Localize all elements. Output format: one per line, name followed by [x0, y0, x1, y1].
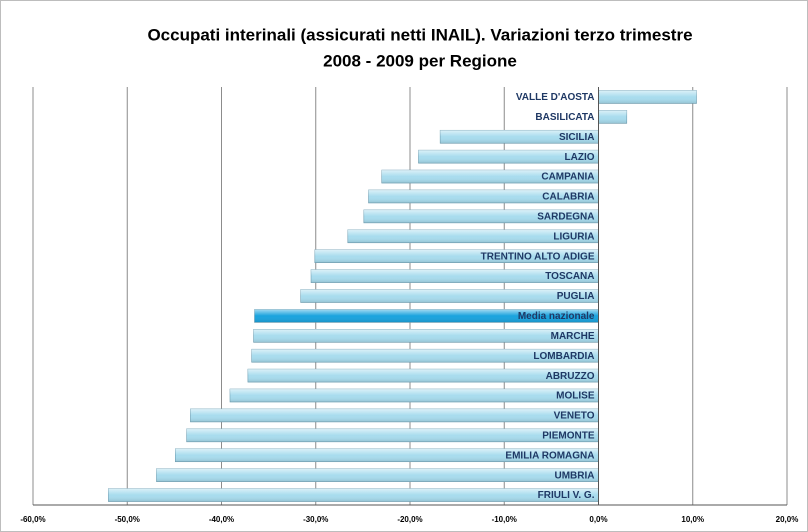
chart-title: Occupati interinali (assicurati netti IN… — [147, 25, 692, 44]
y-category-label: CALABRIA — [542, 192, 594, 203]
bar — [186, 428, 599, 443]
bar — [253, 329, 599, 343]
x-tick-label: -20,0% — [397, 515, 422, 524]
y-category-label: CAMPANIA — [541, 172, 594, 183]
y-category-label: TOSCANA — [545, 271, 594, 282]
y-category-label: SARDEGNA — [537, 212, 594, 223]
y-category-label: MOLISE — [556, 391, 595, 402]
bar — [300, 289, 599, 303]
x-tick-label: 10,0% — [681, 515, 704, 524]
x-tick-label: -10,0% — [492, 515, 517, 524]
y-category-label: TRENTINO ALTO ADIGE — [481, 251, 595, 262]
y-category-label: LAZIO — [565, 152, 595, 163]
y-category-label: SICILIA — [559, 132, 595, 143]
y-category-label: PIEMONTE — [542, 430, 595, 441]
y-category-label: Media nazionale — [518, 311, 595, 322]
x-tick-label: -30,0% — [303, 515, 328, 524]
y-category-label: VALLE D'AOSTA — [516, 92, 595, 103]
bar — [229, 388, 599, 403]
y-category-label: UMBRIA — [555, 470, 595, 481]
bar — [108, 488, 599, 502]
x-tick-label: -40,0% — [209, 515, 234, 524]
bar — [598, 90, 697, 104]
x-tick-label: -50,0% — [115, 515, 140, 524]
y-category-label: FRIULI V. G. — [538, 490, 595, 501]
y-category-label: LOMBARDIA — [533, 351, 594, 362]
x-tick-label: -60,0% — [20, 515, 45, 524]
y-category-label: BASILICATA — [535, 112, 594, 123]
bar — [598, 110, 628, 124]
x-tick-label: 20,0% — [776, 515, 799, 524]
y-category-label: EMILIA ROMAGNA — [505, 450, 594, 461]
x-tick-label: 0,0% — [589, 515, 607, 524]
y-category-label: LIGURIA — [553, 231, 594, 242]
y-category-label: ABRUZZO — [546, 371, 595, 382]
y-category-label: VENETO — [554, 411, 595, 422]
bar — [156, 468, 599, 482]
y-category-label: MARCHE — [551, 331, 595, 342]
chart-title: 2008 - 2009 per Regione — [323, 51, 517, 70]
bar — [190, 408, 599, 423]
y-category-label: PUGLIA — [557, 291, 595, 302]
